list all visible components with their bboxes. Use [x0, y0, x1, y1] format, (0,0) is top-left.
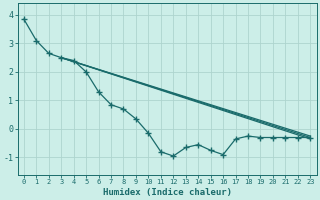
X-axis label: Humidex (Indice chaleur): Humidex (Indice chaleur) [103, 188, 232, 197]
